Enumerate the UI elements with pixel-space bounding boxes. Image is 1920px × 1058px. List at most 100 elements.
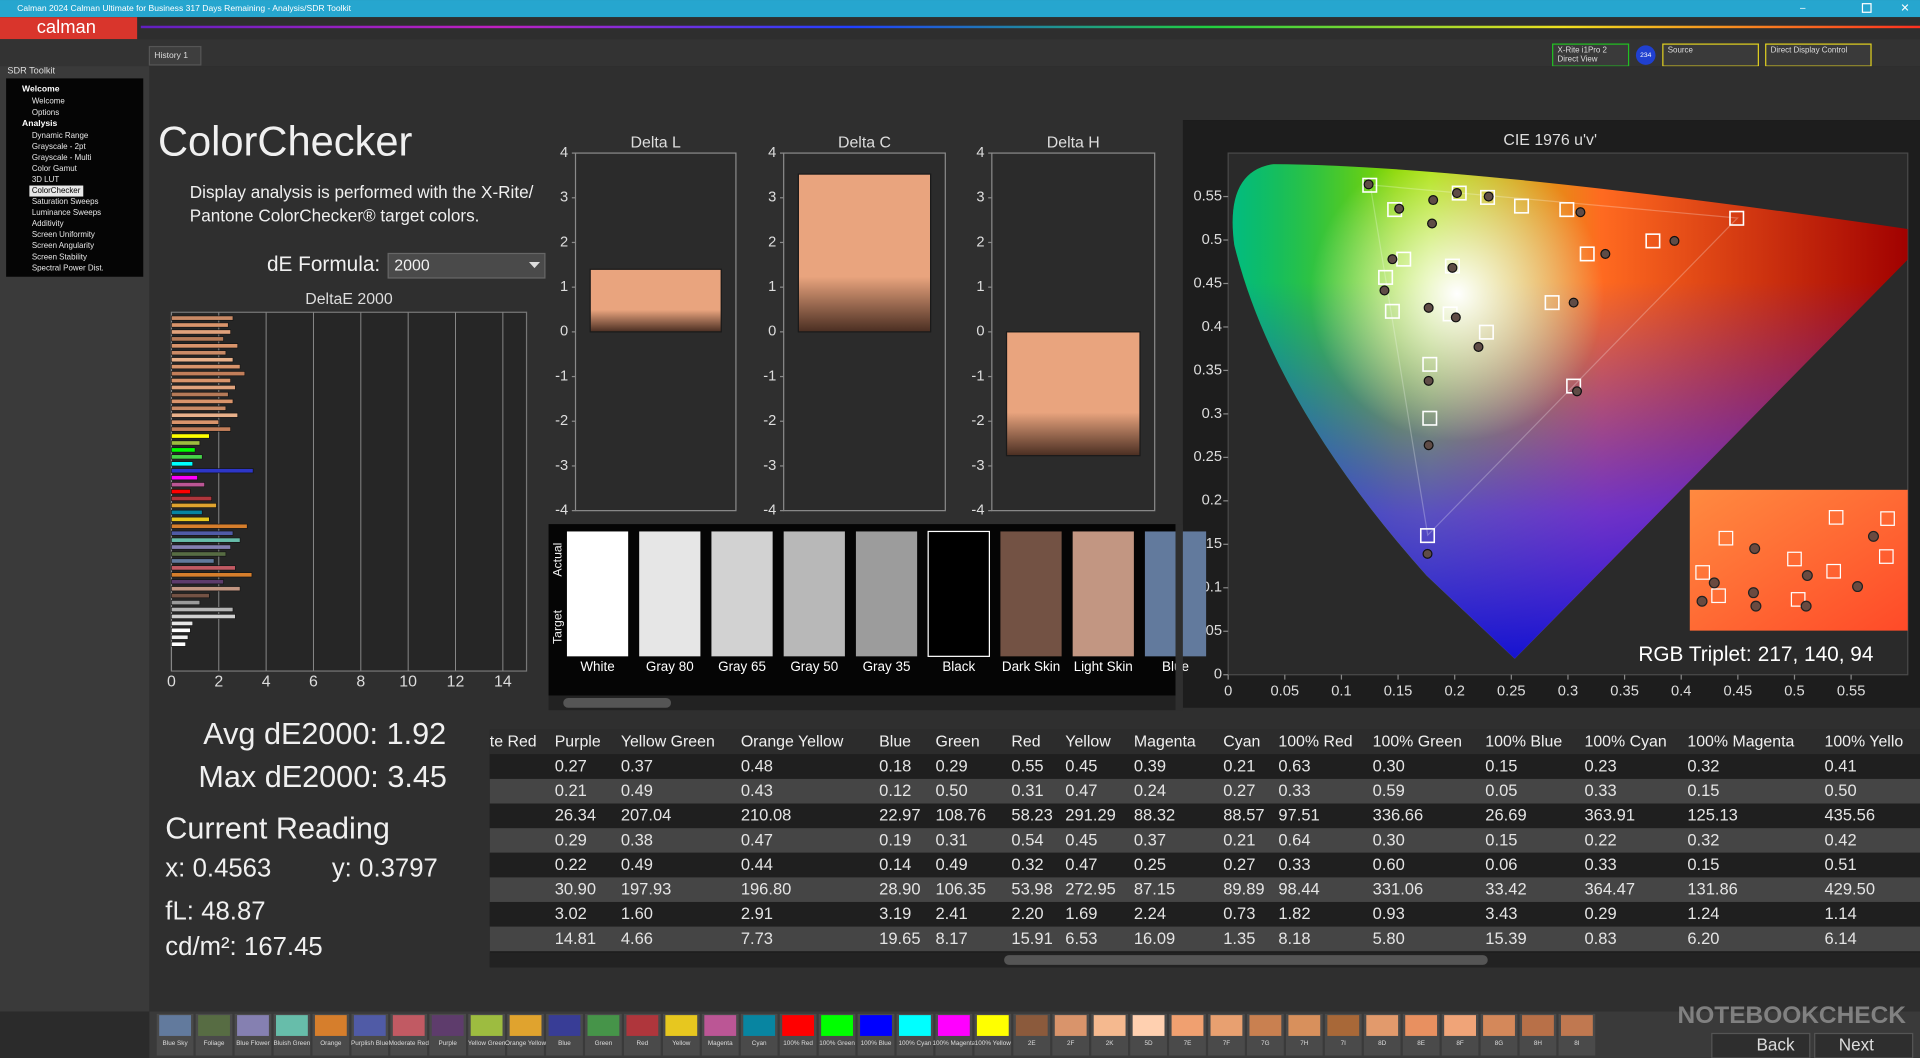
table-cell: 0.33 xyxy=(1584,855,1616,874)
inset-markers xyxy=(1695,510,1895,607)
tree-item[interactable]: Screen Stability xyxy=(32,252,87,261)
tree-item[interactable]: Spectral Power Dist. xyxy=(32,263,104,272)
bar xyxy=(1005,331,1141,457)
scroll-thumb[interactable] xyxy=(1004,955,1488,965)
bar xyxy=(171,405,227,411)
formula-dropdown[interactable] xyxy=(387,252,546,279)
y-tick-label: 1 xyxy=(768,279,776,295)
table-cell: 435.56 xyxy=(1824,806,1875,825)
bar xyxy=(171,391,229,397)
table-cell: 53.98 xyxy=(1011,880,1052,899)
tree-item[interactable]: ColorChecker xyxy=(32,186,81,195)
table-cell: 0.64 xyxy=(1278,830,1310,849)
column-header[interactable]: 100% Red xyxy=(1278,733,1352,750)
tree-item[interactable]: Additivity xyxy=(32,219,64,228)
reading-cdm2: cd/m²: 167.45 xyxy=(165,933,322,961)
display-label: Direct Display Control xyxy=(1771,45,1848,54)
patch-swatch xyxy=(1132,1015,1165,1036)
table-cell: 0.63 xyxy=(1278,757,1310,776)
bar xyxy=(171,593,210,599)
x-tick-label: 4 xyxy=(262,673,271,690)
tree-item[interactable]: Welcome xyxy=(32,97,66,106)
column-header[interactable]: Yellow Green xyxy=(621,733,715,750)
tree-group[interactable]: Welcome xyxy=(22,84,60,94)
next-button[interactable] xyxy=(1814,1032,1914,1058)
bar xyxy=(171,530,234,536)
tree-item[interactable]: Dynamic Range xyxy=(32,131,89,140)
bar xyxy=(171,565,236,571)
column-header[interactable]: Blue xyxy=(879,733,911,750)
close-button[interactable]: ✕ xyxy=(1900,2,1909,14)
table-cell: 33.42 xyxy=(1485,880,1526,899)
column-header[interactable]: Yellow xyxy=(1065,733,1111,750)
table-cell: 0.22 xyxy=(555,855,587,874)
x-tick-label: 0 xyxy=(167,673,176,690)
minimize-button[interactable]: – xyxy=(1800,3,1806,14)
column-header[interactable]: 100% Cyan xyxy=(1584,733,1666,750)
column-header[interactable]: Cyan xyxy=(1223,733,1260,750)
back-button[interactable] xyxy=(1711,1032,1811,1058)
meter-badge-icon[interactable] xyxy=(1635,45,1656,65)
swatch xyxy=(855,531,918,657)
y-tick-label: 2 xyxy=(768,234,776,250)
bar xyxy=(171,336,224,342)
column-header[interactable]: Magenta xyxy=(1134,733,1196,750)
scroll-thumb[interactable] xyxy=(563,697,672,708)
bar xyxy=(171,378,231,383)
tree-item[interactable]: Screen Uniformity xyxy=(32,230,95,239)
table-cell: 0.15 xyxy=(1485,757,1517,776)
column-header[interactable]: Green xyxy=(936,733,980,750)
swatch-scrollbar[interactable] xyxy=(548,695,1176,711)
target-point xyxy=(1378,269,1394,285)
column-header[interactable]: te Red xyxy=(490,733,537,750)
column-header[interactable]: 100% Green xyxy=(1373,733,1462,750)
column-header[interactable]: Orange Yellow xyxy=(741,733,844,750)
tree-item[interactable]: Saturation Sweeps xyxy=(32,197,99,206)
tree-item[interactable]: 3D LUT xyxy=(32,175,59,184)
table-cell: 0.29 xyxy=(1584,904,1616,923)
tree-item[interactable]: Screen Angularity xyxy=(32,241,94,250)
patch-label: 8E xyxy=(1417,1040,1425,1047)
patch-swatch xyxy=(1093,1015,1126,1036)
column-header[interactable]: 100% Magenta xyxy=(1687,733,1794,750)
tree-item[interactable]: Options xyxy=(32,108,59,117)
bar xyxy=(589,268,722,333)
patch-swatch xyxy=(509,1015,542,1036)
tree-item[interactable]: Luminance Sweeps xyxy=(32,208,101,217)
column-header[interactable]: 100% Yello xyxy=(1824,733,1903,750)
y-tick-label: -1 xyxy=(971,368,984,384)
table-cell: 131.86 xyxy=(1687,880,1738,899)
column-header[interactable]: 100% Blue xyxy=(1485,733,1562,750)
x-tick-label: 0.25 xyxy=(1497,684,1526,700)
column-header[interactable]: Purple xyxy=(555,733,601,750)
patch-swatch xyxy=(704,1015,737,1036)
table-row xyxy=(489,877,1920,902)
table-cell: 2.24 xyxy=(1134,904,1166,923)
swatch xyxy=(1072,531,1134,657)
table-cell: 272.95 xyxy=(1065,880,1116,899)
target-point xyxy=(1362,177,1378,193)
table-cell: 0.21 xyxy=(1223,830,1255,849)
measured-point xyxy=(1568,297,1579,308)
table-cell: 0.55 xyxy=(1011,757,1043,776)
measured-point xyxy=(1387,254,1398,265)
column-header[interactable]: Red xyxy=(1011,733,1040,750)
history-tab[interactable] xyxy=(148,45,202,66)
patch-label: 100% Blue xyxy=(861,1040,892,1047)
maximize-button[interactable] xyxy=(1861,3,1872,13)
tree-item[interactable]: Color Gamut xyxy=(32,164,78,173)
tree-item[interactable]: Grayscale - Multi xyxy=(32,153,92,162)
table-cell: 0.83 xyxy=(1584,929,1616,948)
patch-swatch xyxy=(353,1015,386,1036)
x-tick-label: 0.2 xyxy=(1444,684,1464,700)
tree-group[interactable]: Analysis xyxy=(22,118,57,128)
measured-point xyxy=(1379,285,1390,296)
logo-button[interactable] xyxy=(0,17,138,40)
patch-swatch xyxy=(470,1015,503,1036)
tree-item[interactable]: Grayscale - 2pt xyxy=(32,142,87,151)
bar xyxy=(171,322,229,328)
swatch xyxy=(1000,531,1062,657)
table-cell: 58.23 xyxy=(1011,806,1052,825)
back-label: Back xyxy=(1756,1034,1795,1054)
table-cell: 6.20 xyxy=(1687,929,1719,948)
